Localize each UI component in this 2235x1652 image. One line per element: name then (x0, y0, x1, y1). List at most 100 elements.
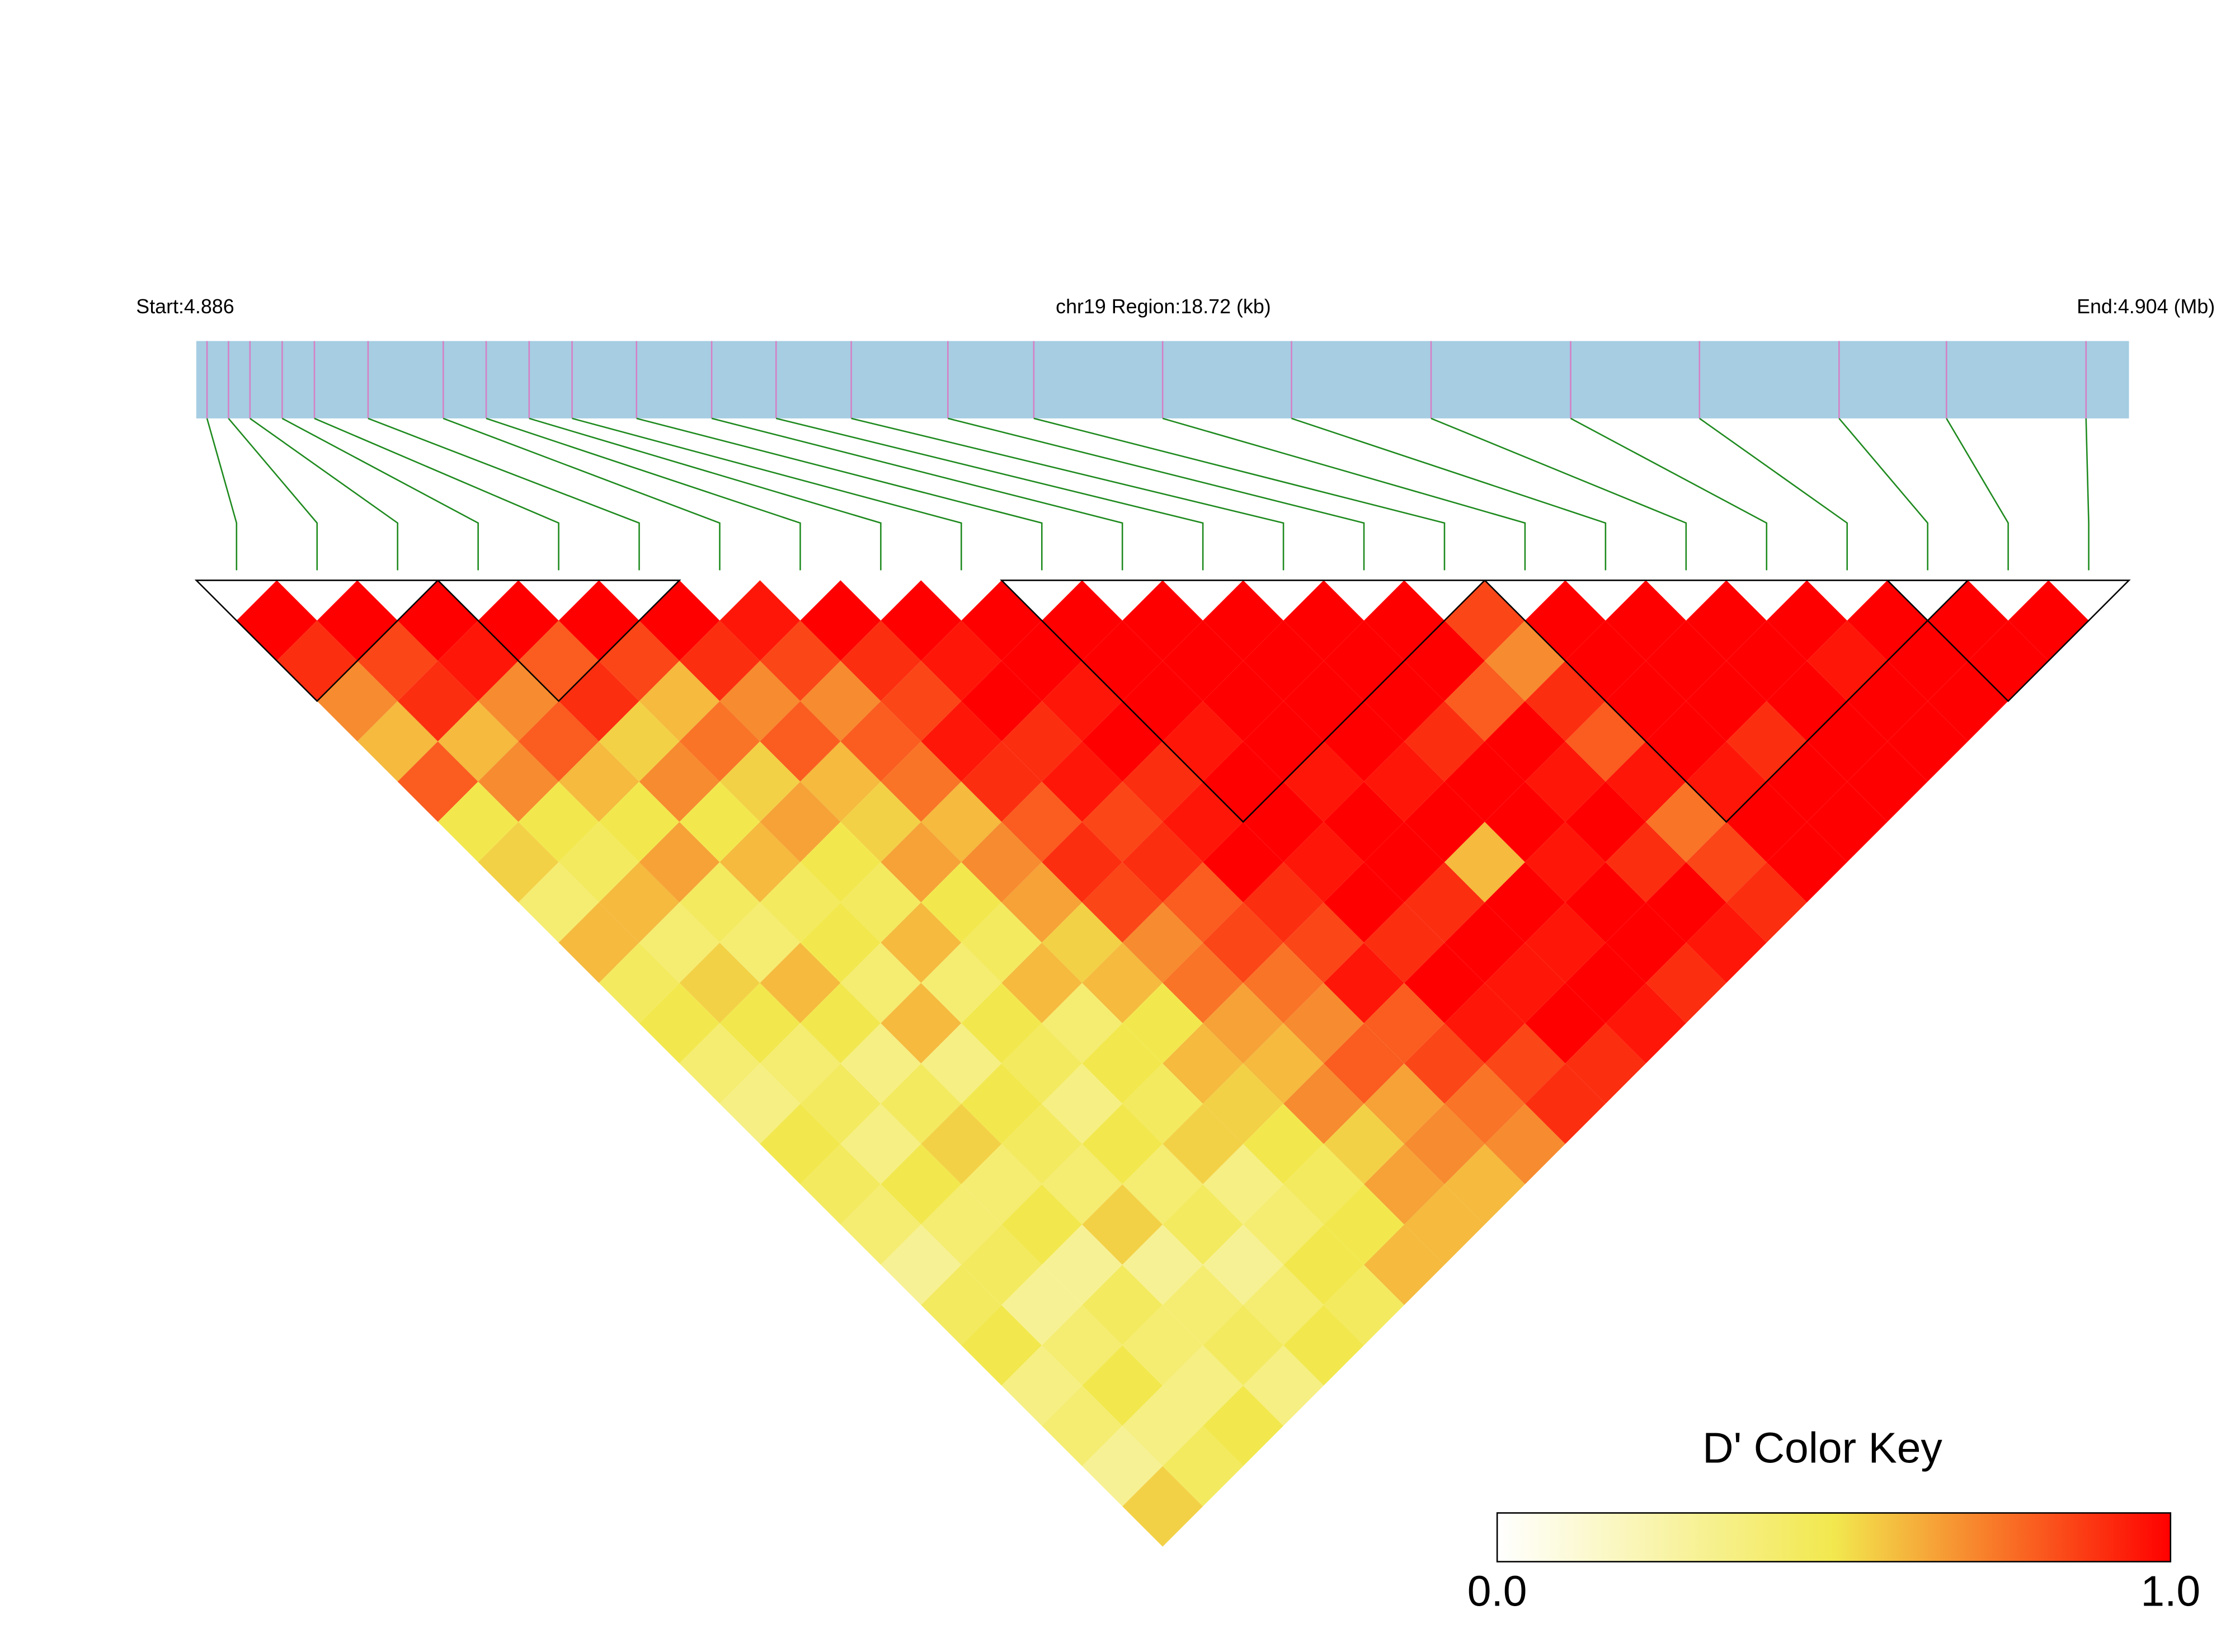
ld-cell (599, 701, 680, 782)
snp-connector (1946, 418, 2009, 571)
ld-cell (558, 741, 639, 822)
ld-cell (1042, 902, 1123, 983)
ld-cell (881, 580, 962, 661)
ld-cell (1243, 862, 1324, 943)
ld-cell (719, 661, 801, 742)
ld-cell (679, 782, 760, 863)
ld-cell (1042, 1385, 1123, 1466)
ld-cell (1042, 822, 1123, 903)
ld-cell (961, 1305, 1042, 1386)
ld-cell (1163, 862, 1244, 943)
ld-cell (558, 822, 639, 903)
ld-cell (1243, 1345, 1324, 1426)
ld-cell (679, 620, 760, 702)
snp-connector (1699, 417, 1848, 571)
ld-cell (1283, 822, 1364, 903)
ld-cell (1645, 943, 1726, 1023)
ld-cell (1645, 862, 1726, 943)
ld-cell (1484, 1103, 1565, 1184)
ld-cell (639, 661, 720, 742)
ld-cell (921, 1103, 1002, 1184)
ld-cell (800, 983, 881, 1063)
ld-cell (1364, 1063, 1444, 1144)
ld-cell (881, 822, 962, 903)
snp-connector (572, 417, 962, 571)
ld-cell (800, 822, 881, 903)
ld-cell (1042, 580, 1123, 661)
ld-cell (478, 741, 559, 822)
ld-cell (1243, 1103, 1324, 1184)
ld-cell (599, 943, 680, 1023)
ld-cell (518, 782, 599, 863)
snp-connector (281, 417, 479, 571)
ld-cell (679, 701, 760, 782)
ld-cell (1726, 862, 1807, 943)
snp-connector (775, 417, 1204, 571)
ld-cell (1364, 1143, 1444, 1225)
ld-cell (1364, 1224, 1444, 1305)
ld-cell (1243, 1023, 1324, 1104)
ld-cell (1163, 1023, 1244, 1104)
ld-cell (1524, 902, 1606, 983)
ld-block (1885, 580, 2131, 703)
region-label: chr19 Region:18.72 (kb) (1056, 295, 1271, 318)
ld-cell (679, 943, 760, 1023)
ld-cell (1444, 741, 1525, 822)
ld-cell (639, 983, 720, 1063)
snp-connector (851, 417, 1284, 571)
ld-block (1483, 580, 1970, 823)
ld-cell (1444, 822, 1525, 903)
ld-cell (800, 1063, 881, 1144)
ld-cell (679, 862, 760, 943)
ld-cell (1444, 983, 1525, 1063)
ld-cell (1243, 943, 1324, 1023)
ld-cell (800, 661, 881, 742)
ld-cell (437, 782, 519, 863)
ld-cell (1726, 620, 1807, 702)
snp-connector (314, 417, 559, 571)
ld-cell (1444, 1143, 1525, 1225)
ld-cell (1605, 741, 1686, 822)
snp-connector (1162, 417, 1526, 571)
ld-cell (679, 1023, 760, 1104)
snp-connector (250, 417, 398, 571)
ld-cell (1163, 943, 1244, 1023)
ld-cell (1324, 1023, 1404, 1104)
snp-connector (206, 418, 238, 571)
ld-cell (1605, 661, 1686, 742)
ld-cell (1565, 943, 1646, 1023)
ld-cell (1806, 782, 1888, 863)
ld-cell (881, 661, 962, 742)
ld-cell (599, 782, 680, 863)
ld-cell (921, 1023, 1002, 1104)
ld-cell (1042, 983, 1123, 1063)
snp-connector (486, 417, 801, 571)
ld-cell (558, 902, 639, 983)
ld-cell (1163, 1264, 1244, 1345)
ld-cell (1605, 983, 1686, 1063)
ld-cell (1082, 943, 1163, 1023)
ld-cell (719, 580, 801, 661)
ld-cell (1001, 1103, 1083, 1184)
ld-block (194, 580, 440, 703)
ld-cell (1163, 701, 1244, 782)
ld-cell (1484, 943, 1565, 1023)
ld-cell (1283, 1305, 1364, 1386)
snp-connector (2085, 418, 2090, 571)
ld-cell (1444, 902, 1525, 983)
colorbar-title: D' Color Key (1702, 1424, 1942, 1472)
ld-cell (1163, 1103, 1244, 1184)
ld-cell (1524, 1063, 1606, 1144)
ld-cell (921, 782, 1002, 863)
ld-cell (800, 902, 881, 983)
ld-cell (1565, 620, 1646, 702)
ld-cell (840, 782, 921, 863)
ld-cell (800, 741, 881, 822)
snp-connector (948, 417, 1365, 571)
ld-cell (397, 741, 478, 822)
snp-connector (1431, 417, 1687, 571)
colorbar (1496, 1512, 2172, 1562)
ld-cell (1001, 943, 1083, 1023)
ld-block (1000, 580, 1487, 823)
